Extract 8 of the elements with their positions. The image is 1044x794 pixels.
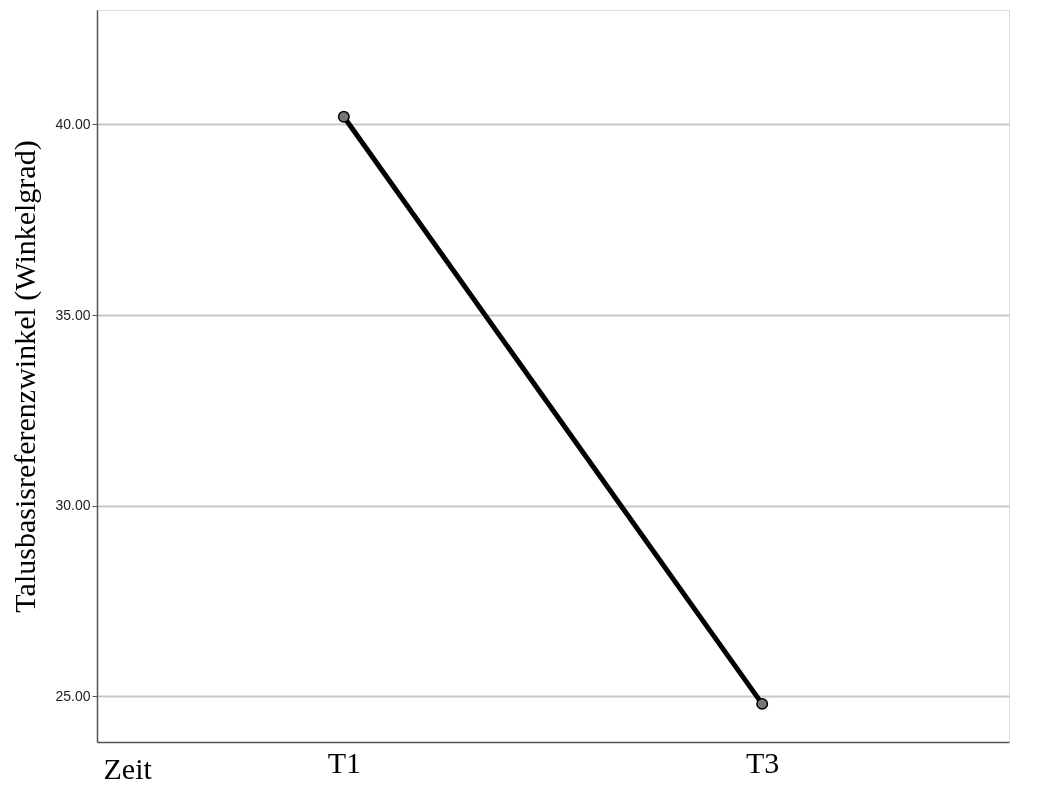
y-tick-label: 35.00 (55, 306, 91, 323)
x-tick-label: T1 (327, 745, 361, 779)
x-axis-title: Zeit (103, 751, 153, 785)
y-tick-label: 30.00 (55, 497, 91, 514)
y-axis-title: Talusbasisreferenzwinkel (Winkelgrad) (8, 140, 43, 613)
x-tick-label: T3 (746, 745, 780, 779)
y-tick-label: 25.00 (55, 687, 91, 704)
y-tick-label: 40.00 (55, 115, 91, 132)
